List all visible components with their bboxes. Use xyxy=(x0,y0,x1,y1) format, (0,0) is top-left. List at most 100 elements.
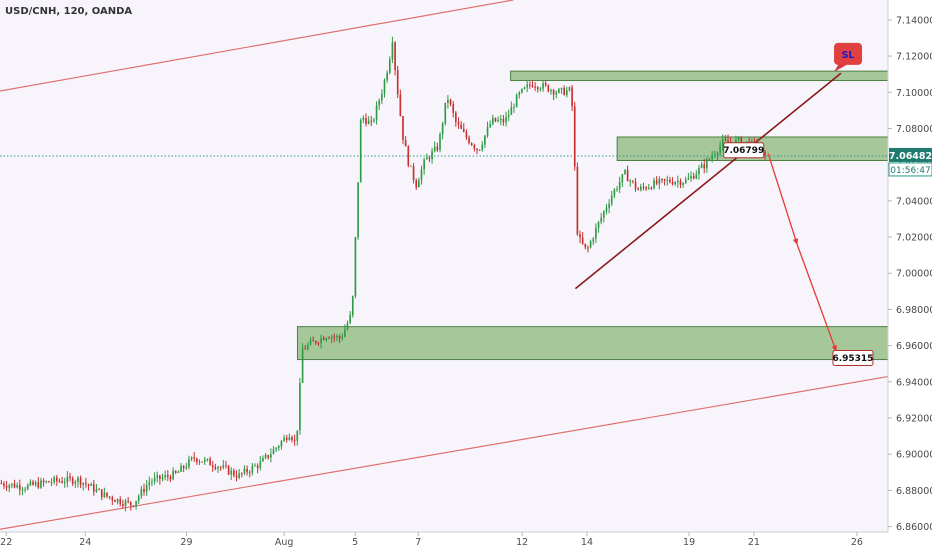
candle-body xyxy=(277,446,280,448)
x-tick-label: 7 xyxy=(415,537,421,548)
candle-body xyxy=(291,437,293,441)
candle-body xyxy=(114,500,116,503)
candle-body xyxy=(259,461,262,468)
candle-body xyxy=(547,85,550,92)
candle-body xyxy=(32,481,34,485)
candle-body xyxy=(79,477,82,485)
candle-body xyxy=(447,99,449,103)
candle-body xyxy=(589,241,592,248)
y-tick-label: 6.88000 xyxy=(896,486,932,497)
candle-body xyxy=(24,489,26,491)
target-support-zone xyxy=(296,326,889,361)
y-tick-label: 7.08000 xyxy=(896,124,932,135)
candle-body xyxy=(90,483,92,486)
candle-body xyxy=(66,476,69,483)
candle-body xyxy=(180,466,182,472)
candle-body xyxy=(262,457,264,462)
candle-body xyxy=(494,117,497,122)
candle-body xyxy=(478,149,481,151)
candle-body xyxy=(396,70,399,95)
candle-body xyxy=(206,458,209,460)
candle-body xyxy=(473,145,476,149)
candle-body xyxy=(5,485,8,488)
candle-body xyxy=(227,466,230,475)
candle-body xyxy=(431,151,433,160)
candle-body xyxy=(682,182,684,185)
candle-body xyxy=(13,483,16,488)
candle-body xyxy=(367,120,370,125)
candle-body xyxy=(407,146,410,166)
y-tick-label: 6.98000 xyxy=(896,305,932,316)
candle-body xyxy=(29,481,32,485)
candle-body xyxy=(671,182,674,185)
candle-body xyxy=(217,467,219,469)
candle-body xyxy=(706,159,708,169)
candle-body xyxy=(201,461,203,463)
candle-body xyxy=(122,504,124,506)
candle-body xyxy=(539,88,542,90)
candle-body xyxy=(394,42,396,71)
candle-body xyxy=(526,84,529,88)
candle-body xyxy=(346,323,349,330)
candle-body xyxy=(595,227,597,239)
candle-body xyxy=(37,482,40,488)
candle-body xyxy=(42,480,45,483)
candle-body xyxy=(536,87,539,89)
candle-body xyxy=(592,238,595,242)
candle-body xyxy=(465,131,468,138)
y-tick-label: 7.12000 xyxy=(896,52,932,63)
candle-body xyxy=(587,247,589,249)
candle-body xyxy=(103,492,106,498)
projection-arrow-segment xyxy=(767,153,799,246)
candle-body xyxy=(190,457,193,460)
candle-body xyxy=(621,174,624,183)
current-price-label: 7.06482 xyxy=(889,151,932,162)
candle-body xyxy=(225,465,227,467)
candle-body xyxy=(637,188,639,191)
candle-body xyxy=(399,94,402,117)
candle-body xyxy=(151,481,153,483)
y-tick-label: 7.14000 xyxy=(896,15,932,26)
plot-background xyxy=(0,0,888,532)
candle-body xyxy=(219,467,222,469)
candle-body xyxy=(658,178,661,184)
candle-body xyxy=(484,135,486,145)
candle-body xyxy=(116,498,119,503)
x-tick-label: 14 xyxy=(581,537,593,548)
candle-body xyxy=(650,187,653,189)
candle-body xyxy=(312,340,314,342)
candle-body xyxy=(727,140,729,143)
candle-body xyxy=(711,156,713,160)
candle-body xyxy=(581,237,584,244)
candle-body xyxy=(441,123,444,135)
candle-body xyxy=(544,83,547,86)
y-tick-label: 7.10000 xyxy=(896,88,932,99)
candle-body xyxy=(381,93,383,101)
x-tick-label: 5 xyxy=(352,537,358,548)
price-callout-box xyxy=(723,142,765,159)
candle-body xyxy=(378,100,381,106)
candle-body xyxy=(55,477,58,482)
candle-body xyxy=(521,88,523,93)
candle-body xyxy=(48,481,50,483)
x-axis[interactable]: 22 24 29 Aug 5 7 12 14 19 21 26 xyxy=(0,532,863,548)
candle-body xyxy=(669,179,671,183)
candle-body xyxy=(71,478,74,484)
sl-badge[interactable] xyxy=(834,42,863,65)
candle-body xyxy=(256,465,259,468)
candle-body xyxy=(21,489,24,491)
candle-body xyxy=(222,465,225,468)
channel-bottom-line xyxy=(0,375,889,530)
y-tick-label: 7.04000 xyxy=(896,196,932,207)
candle-body xyxy=(320,337,322,344)
candle-body xyxy=(307,344,309,350)
y-axis[interactable]: 7.140007.120007.100007.080007.060007.040… xyxy=(888,15,932,533)
candle-body xyxy=(566,90,568,95)
candle-body xyxy=(439,134,441,151)
candle-body xyxy=(737,137,740,140)
candle-body xyxy=(11,483,13,486)
candle-body xyxy=(740,137,743,145)
candle-body xyxy=(555,92,558,95)
upper-resistance-zone xyxy=(510,70,889,82)
